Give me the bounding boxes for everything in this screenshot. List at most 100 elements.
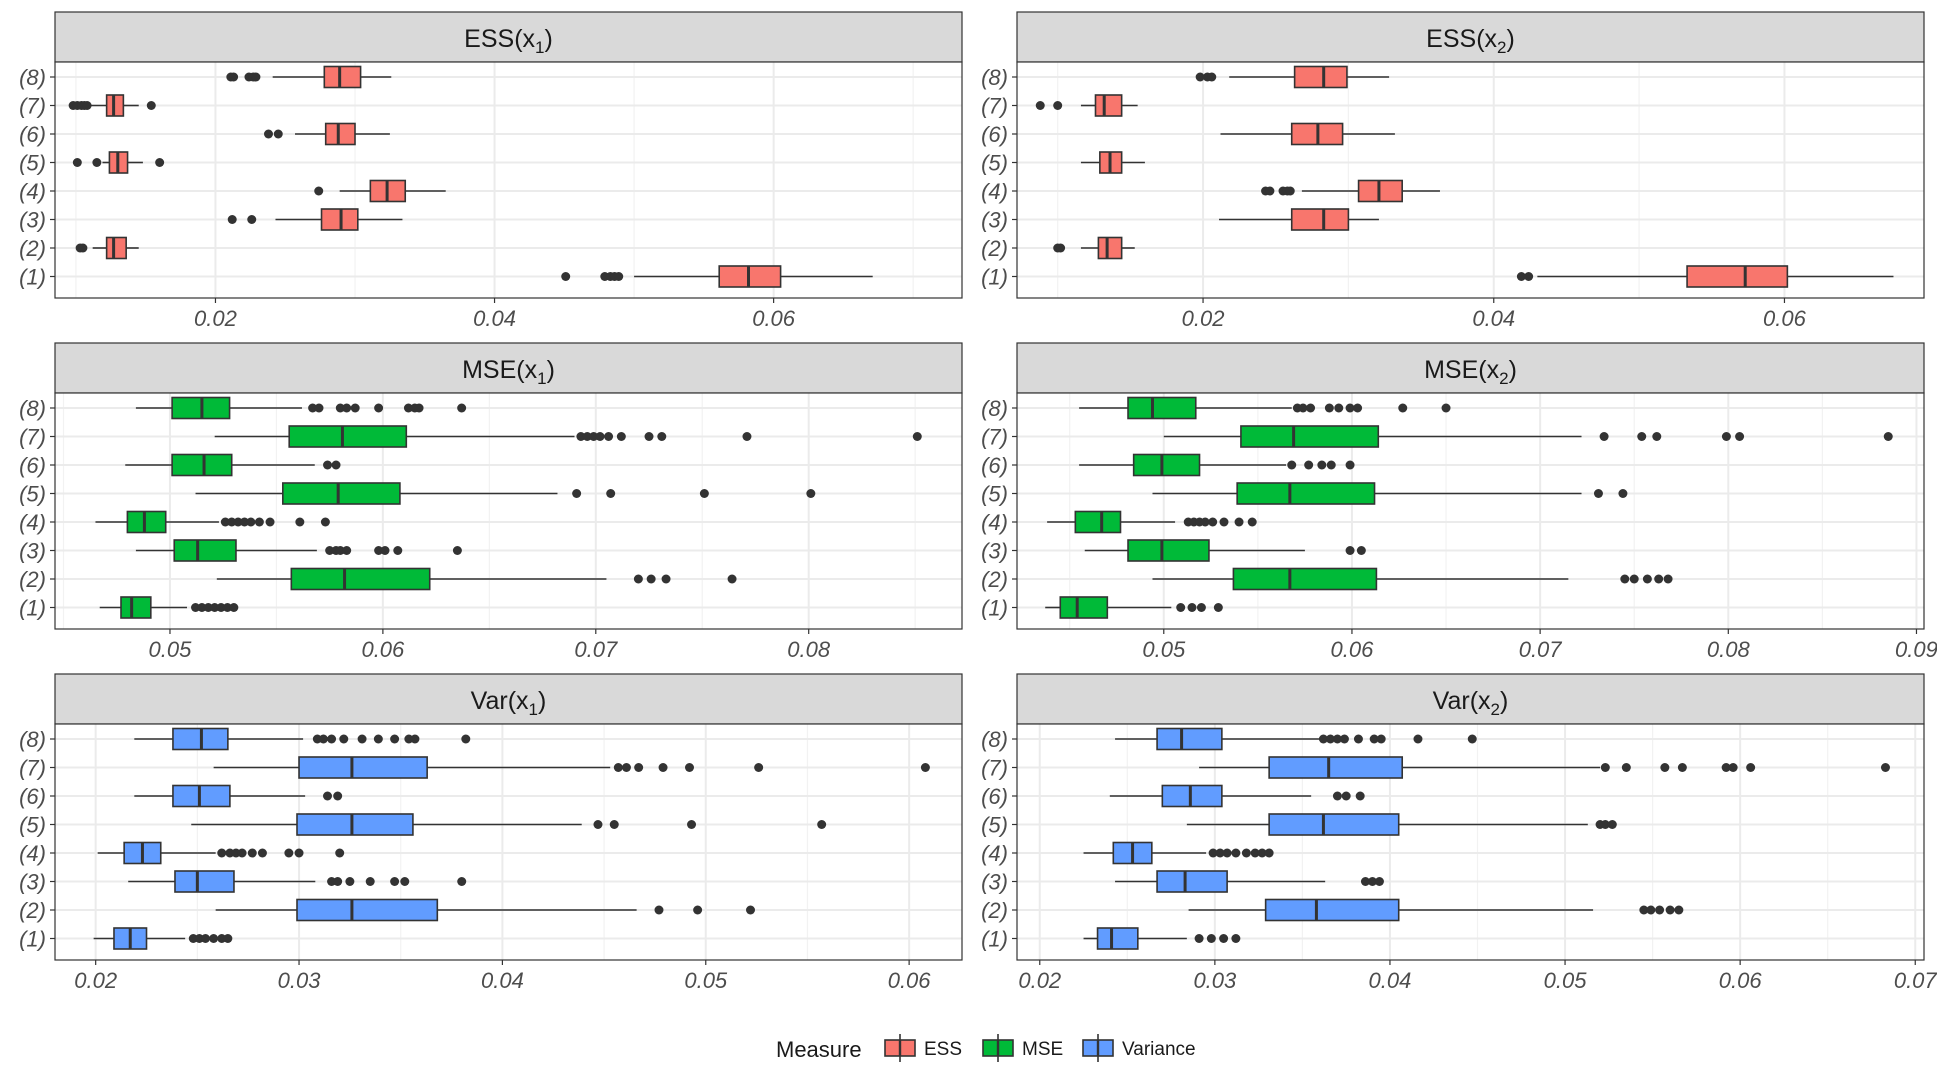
outlier-point xyxy=(746,905,756,915)
outlier-point xyxy=(1332,791,1342,801)
outlier-point xyxy=(203,603,213,612)
iqr-box xyxy=(1059,596,1109,619)
outlier-point xyxy=(457,877,467,886)
box-ess-x2-5 xyxy=(1219,208,1379,231)
outlier-point xyxy=(1287,460,1297,470)
outlier-point xyxy=(323,791,333,801)
outlier-point xyxy=(1599,432,1609,441)
outlier-point xyxy=(82,101,92,110)
outlier-point xyxy=(251,72,261,82)
outlier-point xyxy=(191,603,201,612)
outlier-point xyxy=(1234,517,1244,527)
outlier-point xyxy=(72,158,82,167)
x-tick-label: 0.08 xyxy=(1707,637,1751,662)
box-ess-x2-7 xyxy=(1516,265,1894,288)
plot-background xyxy=(1017,393,1924,629)
box-var-x1-4 xyxy=(97,841,345,865)
y-tick-label: (8) xyxy=(19,727,46,752)
outlier-point xyxy=(1318,734,1328,744)
y-tick-label: (6) xyxy=(981,453,1008,478)
y-tick-label: (3) xyxy=(19,539,46,564)
outlier-point xyxy=(1176,603,1186,612)
x-tick-label: 0.06 xyxy=(888,968,932,993)
outlier-point xyxy=(155,158,165,167)
outlier-point xyxy=(806,489,816,498)
outlier-point xyxy=(644,432,654,441)
outlier-point xyxy=(342,546,352,555)
x-tick-label: 0.08 xyxy=(787,637,831,662)
outlier-point xyxy=(687,820,697,829)
iqr-box xyxy=(296,898,439,922)
outlier-point xyxy=(699,489,709,498)
box-mse-x1-2 xyxy=(125,453,341,477)
outlier-point xyxy=(1355,791,1365,801)
outlier-point xyxy=(1194,934,1204,943)
outlier-point xyxy=(335,546,345,555)
outlier-point xyxy=(693,905,703,915)
outlier-point xyxy=(1441,403,1451,413)
iqr-box xyxy=(1127,396,1197,420)
y-tick-label: (7) xyxy=(19,94,46,119)
outlier-point xyxy=(1056,243,1066,253)
outlier-point xyxy=(227,517,237,527)
iqr-box xyxy=(1132,453,1201,477)
box-var-x2-4 xyxy=(1083,841,1274,865)
outlier-point xyxy=(572,489,582,498)
x-tick-label: 0.05 xyxy=(1142,637,1186,662)
iqr-box xyxy=(172,784,231,808)
outlier-point xyxy=(380,546,390,555)
outlier-point xyxy=(146,101,156,110)
y-tick-label: (6) xyxy=(19,784,46,809)
outlier-point xyxy=(1607,820,1617,829)
plot-background xyxy=(1017,724,1924,960)
panel-border xyxy=(1016,392,1925,630)
panel-var-x2: Var(x2) (8) (7) (6) (5) (4) (3) (2) (1) 0.02 0.03 0… xyxy=(981,673,1937,993)
y-tick-label: (2) xyxy=(981,567,1008,592)
outlier-point xyxy=(229,603,239,612)
outlier-point xyxy=(1516,272,1526,281)
y-tick-label: (7) xyxy=(981,425,1008,450)
y-tick-label: (1) xyxy=(981,596,1008,621)
outlier-point xyxy=(633,574,643,584)
y-tick-label: (7) xyxy=(19,756,46,781)
outlier-point xyxy=(1524,272,1534,281)
y-tick-label: (5) xyxy=(19,813,46,838)
outlier-point xyxy=(1746,763,1756,772)
outlier-point xyxy=(217,848,227,858)
iqr-box xyxy=(1156,870,1228,893)
y-tick-label: (6) xyxy=(981,122,1008,147)
outlier-point xyxy=(589,432,599,441)
box-ess-x2-6 xyxy=(1053,236,1135,260)
y-tick-label: (6) xyxy=(981,784,1008,809)
y-tick-label: (1) xyxy=(19,927,46,952)
panel-ess-x1: ESS(x1) (8) (7) (6) (5) (4) (3) (2) (1) 0.02 0.04 0… xyxy=(19,11,963,331)
legend: Measure ESS MSE Variance xyxy=(776,1034,1196,1062)
y-tick-label: (2) xyxy=(19,236,46,261)
outlier-point xyxy=(333,791,343,801)
y-tick-label: (5) xyxy=(981,813,1008,838)
outlier-point xyxy=(1231,934,1241,943)
outlier-point xyxy=(754,763,764,772)
outlier-point xyxy=(609,820,619,829)
outlier-point xyxy=(1345,460,1355,470)
outlier-point xyxy=(345,877,355,886)
outlier-point xyxy=(374,546,384,555)
iqr-box xyxy=(1290,208,1350,231)
y-tick-label: (3) xyxy=(981,539,1008,564)
iqr-box xyxy=(1293,65,1348,89)
outlier-point xyxy=(1325,734,1335,744)
iqr-box xyxy=(324,122,356,146)
outlier-point xyxy=(1360,877,1370,886)
x-tick-label: 0.05 xyxy=(1544,968,1588,993)
box-mse-x2-0 xyxy=(1079,396,1451,420)
x-tick-label: 0.02 xyxy=(1182,306,1225,331)
box-mse-x1-6 xyxy=(216,567,737,591)
box-var-x1-1 xyxy=(213,756,930,779)
outlier-point xyxy=(239,517,249,527)
outlier-point xyxy=(273,129,283,139)
outlier-point xyxy=(335,848,345,858)
panel-border xyxy=(54,61,963,299)
outlier-point xyxy=(621,763,631,772)
y-tick-label: (2) xyxy=(19,898,46,923)
box-var-x2-2 xyxy=(1109,784,1365,808)
